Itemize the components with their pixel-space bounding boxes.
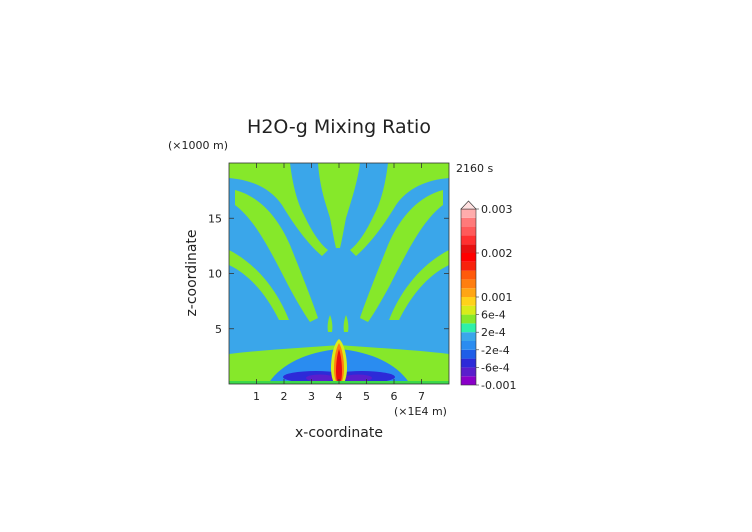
colorbar-segment	[461, 217, 476, 227]
colorbar-tick-label: 6e-4	[481, 309, 506, 322]
colorbar-segment	[461, 226, 476, 236]
colorbar-segment	[461, 253, 476, 262]
colorbar-segment	[461, 376, 476, 385]
colorbar-segment	[461, 297, 476, 306]
x-tick-label: 5	[363, 390, 370, 403]
colorbar-segment	[461, 279, 476, 289]
colorbar: 0.003 0.002 0.001 6e-4 2e-4 -2e-4 -6e-4 -0.001	[460, 200, 516, 392]
colorbar-tick-label: -2e-4	[481, 344, 510, 357]
colorbar-tick-label: 0.001	[481, 291, 513, 304]
y-tick-label: 10	[208, 268, 222, 281]
x-tick-label: 4	[336, 390, 343, 403]
x-axis-label: x-coordinate	[295, 425, 383, 441]
colorbar-segment	[461, 261, 476, 271]
colorbar-tick-label: -0.001	[481, 379, 516, 392]
branch-right-outer	[389, 250, 449, 320]
chart-title: H2O-g Mixing Ratio	[247, 116, 431, 138]
central-mid-streak-left	[327, 315, 333, 332]
colorbar-segment	[461, 332, 476, 341]
colorbar-segment	[461, 341, 476, 350]
colorbar-segment	[461, 270, 476, 280]
branch-right-main	[360, 190, 443, 322]
colorbar-segment	[461, 235, 476, 245]
branch-left-outer	[229, 250, 289, 320]
plume-inner	[336, 349, 342, 384]
y-unit-label: (×1000 m)	[168, 139, 228, 152]
colorbar-segment	[461, 305, 476, 315]
colorbar-tick-label: 2e-4	[481, 326, 506, 339]
branch-left-main	[235, 190, 318, 322]
branch-left-upper	[229, 163, 328, 256]
colorbar-segment	[461, 209, 476, 218]
y-axis-label: z-coordinate	[184, 229, 200, 316]
negative-core-left	[306, 374, 334, 382]
colorbar-tick-label: 0.002	[481, 247, 513, 260]
contour-field	[229, 163, 449, 384]
x-tick-label: 7	[418, 390, 425, 403]
colorbar-extend-arrow	[460, 200, 477, 210]
colorbar-segment	[461, 288, 476, 297]
central-mid-streak-right	[343, 315, 349, 332]
colorbar-segment	[461, 323, 476, 333]
branch-right-upper	[350, 163, 449, 256]
y-tick-label: 15	[208, 212, 222, 225]
colorbar-segment	[461, 367, 476, 377]
colorbar-tick-label: -6e-4	[481, 361, 510, 374]
y-axis: 5 10 15	[208, 212, 449, 336]
colorbar-segment	[461, 358, 476, 368]
colorbar-segment	[461, 349, 476, 359]
y-tick-label: 5	[215, 323, 222, 336]
central-top-plume	[318, 163, 360, 248]
x-unit-label: (×1E4 m)	[394, 405, 447, 418]
colorbar-segment	[461, 314, 476, 324]
x-tick-label: 2	[281, 390, 288, 403]
colorbar-tick-label: 0.003	[481, 203, 513, 216]
x-tick-label: 3	[308, 390, 315, 403]
x-tick-label: 6	[391, 390, 398, 403]
x-axis: 1 2 3 4 5 6 7	[253, 163, 425, 403]
x-tick-label: 1	[253, 390, 260, 403]
time-label: 2160 s	[456, 162, 493, 175]
colorbar-segment	[461, 244, 476, 253]
negative-core-right	[344, 374, 372, 382]
